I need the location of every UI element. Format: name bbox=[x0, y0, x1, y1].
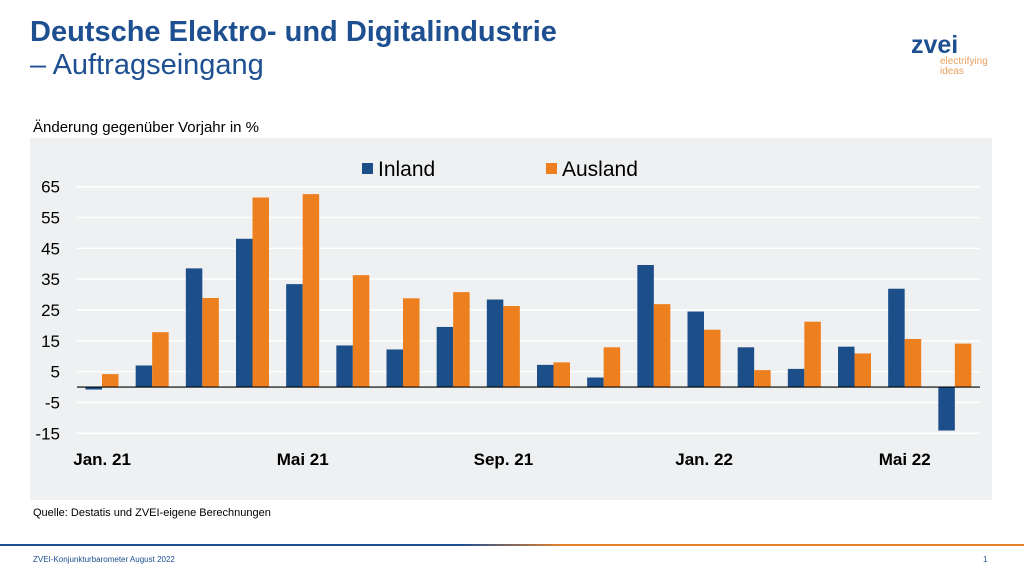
footer-text: ZVEI-Konjunkturbarometer August 2022 bbox=[33, 555, 175, 564]
legend-swatch-inland bbox=[362, 163, 373, 174]
bar-ausland-6 bbox=[403, 298, 420, 388]
page-title: Deutsche Elektro- und Digitalindustrie –… bbox=[30, 16, 557, 82]
bar-inland-3 bbox=[236, 238, 253, 388]
y-tick-label: 45 bbox=[41, 239, 60, 258]
y-tick-label: 25 bbox=[41, 301, 60, 320]
bar-ausland-1 bbox=[152, 332, 169, 388]
bar-ausland-11 bbox=[653, 304, 671, 388]
y-tick-label: 5 bbox=[51, 363, 60, 382]
bar-inland-0 bbox=[85, 387, 102, 390]
bar-inland-9 bbox=[537, 364, 554, 388]
y-tick-label: 35 bbox=[41, 270, 60, 289]
bar-inland-2 bbox=[185, 268, 203, 388]
bar-inland-1 bbox=[135, 365, 153, 388]
x-tick-label: Jan. 22 bbox=[675, 450, 733, 469]
bar-ausland-17 bbox=[954, 343, 972, 388]
legend-label-inland: Inland bbox=[378, 158, 435, 181]
bar-inland-17 bbox=[938, 387, 955, 431]
bar-ausland-15 bbox=[854, 353, 871, 388]
zvei-logo: zvei electrifying ideas bbox=[911, 33, 988, 77]
legend-swatch-ausland bbox=[546, 163, 557, 174]
bar-ausland-8 bbox=[503, 305, 520, 388]
bar-inland-16 bbox=[888, 288, 905, 388]
source-note: Quelle: Destatis und ZVEI-eigene Berechn… bbox=[33, 507, 271, 519]
y-tick-label: 65 bbox=[41, 178, 60, 197]
bar-ausland-5 bbox=[352, 275, 370, 388]
bar-inland-14 bbox=[787, 368, 805, 388]
logo-tagline-1: electrifying bbox=[940, 56, 988, 67]
x-tick-label: Sep. 21 bbox=[474, 450, 534, 469]
bar-ausland-9 bbox=[553, 362, 570, 388]
page-number: 1 bbox=[983, 555, 988, 564]
y-tick-label: -15 bbox=[35, 424, 60, 443]
y-tick-label: -5 bbox=[45, 393, 60, 412]
logo-tagline-2: ideas bbox=[940, 66, 964, 77]
bar-ausland-4 bbox=[302, 194, 320, 388]
legend-label-ausland: Ausland bbox=[562, 158, 638, 181]
y-tick-label: 15 bbox=[41, 332, 60, 351]
bar-inland-5 bbox=[336, 345, 353, 388]
bar-inland-15 bbox=[838, 346, 855, 388]
bar-inland-8 bbox=[486, 299, 504, 388]
bar-inland-6 bbox=[386, 349, 403, 388]
bar-ausland-3 bbox=[252, 197, 269, 388]
bar-ausland-2 bbox=[202, 297, 219, 388]
bar-ausland-0 bbox=[102, 374, 119, 388]
bar-ausland-10 bbox=[603, 347, 621, 388]
bar-inland-13 bbox=[737, 347, 755, 388]
bar-inland-7 bbox=[436, 326, 454, 388]
y-tick-label: 55 bbox=[41, 209, 60, 228]
bar-ausland-7 bbox=[453, 292, 470, 388]
bar-ausland-13 bbox=[754, 370, 771, 388]
bar-inland-12 bbox=[687, 311, 704, 388]
bar-ausland-14 bbox=[804, 321, 821, 388]
bar-inland-4 bbox=[286, 284, 303, 388]
x-tick-label: Mai 22 bbox=[879, 450, 931, 469]
x-tick-label: Mai 21 bbox=[277, 450, 329, 469]
x-tick-label: Jan. 21 bbox=[73, 450, 131, 469]
title-line-2: – Auftragseingang bbox=[30, 49, 264, 81]
bar-ausland-16 bbox=[904, 338, 922, 388]
title-line-1: Deutsche Elektro- und Digitalindustrie bbox=[30, 16, 557, 48]
bar-inland-10 bbox=[587, 377, 604, 388]
bar-inland-11 bbox=[637, 264, 654, 388]
bar-ausland-12 bbox=[704, 329, 721, 388]
footer-divider bbox=[0, 544, 1024, 546]
y-axis-label: Änderung gegenüber Vorjahr in % bbox=[33, 119, 259, 136]
logo-wordmark: zvei bbox=[911, 31, 959, 59]
